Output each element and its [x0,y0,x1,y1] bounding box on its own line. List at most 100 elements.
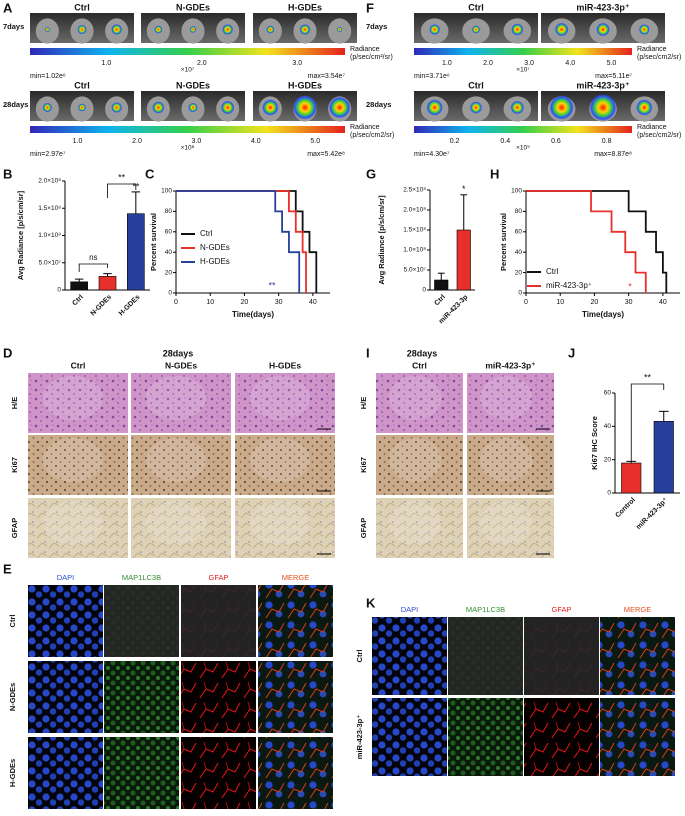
signal [42,102,53,113]
column-label: MERGE [282,573,310,582]
tissue-shade [250,376,310,420]
x-tick-label: miR-423-3p⁺ [635,496,670,531]
fluorescence-image [28,661,103,733]
micrograph [235,373,335,433]
row-label: N-GDEs [8,683,17,711]
fluorescence-image [600,698,675,776]
fluorescence-image [448,698,523,776]
fluorescence-image [372,698,447,776]
signal [336,26,343,33]
annotation: ** [132,181,140,191]
signal [154,25,163,34]
scale-tick: 5.0 [310,138,320,145]
scale-exponent: ×10⁹ [516,145,530,152]
row-label: 28days [366,100,391,109]
micrograph [28,498,128,558]
signal [111,24,123,35]
column-label: N-GDEs [176,2,210,12]
scale-tick: 3.0 [524,60,534,67]
column-label: H-GDEs [288,80,322,90]
panel-letter: D [3,345,12,360]
bracket [107,183,137,198]
bar [434,279,449,291]
scale-tick: 4.0 [251,138,261,145]
signal [222,24,234,35]
scale-tick: 3.0 [192,138,202,145]
tissue-shade [146,501,206,545]
bracket [630,383,665,462]
row-label: Ctrl [355,650,364,663]
column-label: N-GDEs [165,360,197,370]
row-label: Ctrl [8,615,17,628]
y-tick-label: 80 [515,208,523,215]
x-tick-label: Ctrl [433,294,447,308]
y-tick-label: 0 [57,287,61,294]
signal [511,23,524,36]
scale-exponent: ×10⁷ [181,67,195,74]
row-label: Ki67 [359,457,368,473]
legend-label: Ctrl [200,229,213,238]
survival-curve [176,190,307,293]
scale-tick: 2.0 [132,138,142,145]
y-tick-label: 1.5×10⁸ [38,205,61,212]
fluorescence-image [104,661,179,733]
fluorescence-image [104,737,179,809]
micrograph [376,373,463,433]
bar [70,281,88,291]
x-tick-label: 20 [241,299,249,306]
row-label: H/E [10,397,19,410]
panel-letter: E [3,561,12,576]
column-label: miR-423-3p⁺ [576,80,630,90]
bar [98,276,117,291]
scale-max: max=3.54e⁷ [308,73,346,80]
column-label: MERGE [624,605,652,614]
fluorescence-image [524,698,599,776]
tissue-shade [146,438,206,482]
signal [596,22,610,37]
signal [189,26,197,33]
x-tick-label: 0 [524,299,528,306]
scale-min: min=3.71e⁶ [414,73,450,80]
tissue-shade [146,376,206,420]
scale-tick: 3.0 [292,60,302,67]
tissue-shade [43,501,103,545]
tissue-shade [389,438,442,482]
x-tick-label: 30 [275,299,283,306]
x-tick-label: 20 [591,299,599,306]
y-tick-label: 20 [515,269,523,276]
column-label: MAP1LC3B [466,605,505,614]
survival-curve [526,190,668,293]
y-tick-label: 60 [165,229,173,236]
annotation: * [628,281,632,291]
fluorescence-image [28,737,103,809]
row-label: GFAP [359,518,368,538]
signal [429,24,441,35]
micrograph [131,498,231,558]
legend-label: H-GDEs [200,257,230,266]
tissue-shade [389,376,442,420]
scale-tick: 1.0 [101,60,111,67]
colorbar [414,126,632,133]
x-tick-label: N-GDEs [90,294,114,318]
column-label: N-GDEs [176,80,210,90]
signal [636,99,653,116]
signal [262,99,279,116]
time-label: 28days [163,348,194,358]
annotation: * [462,184,466,194]
y-tick-label: 1.0×10⁸ [403,247,426,254]
row-label: GFAP [10,518,19,538]
scale-tick: 4.0 [565,60,575,67]
background [448,617,523,695]
x-tick-label: 30 [625,299,633,306]
y-axis-label: Avg Radiance [p/s/cm/sr] [16,190,25,280]
y-tick-label: 100 [511,188,522,195]
scale-title: Radiance [350,124,380,131]
y-tick-label: 80 [165,208,173,215]
y-tick-label: 2.0×10⁸ [38,178,61,185]
signal [292,95,318,120]
annotation: ** [268,280,276,290]
y-axis-label: Percent survival [499,213,508,271]
bar [456,229,471,291]
scale-tick: 0.2 [450,138,460,145]
scale-min: min=2.97e⁷ [30,151,66,158]
